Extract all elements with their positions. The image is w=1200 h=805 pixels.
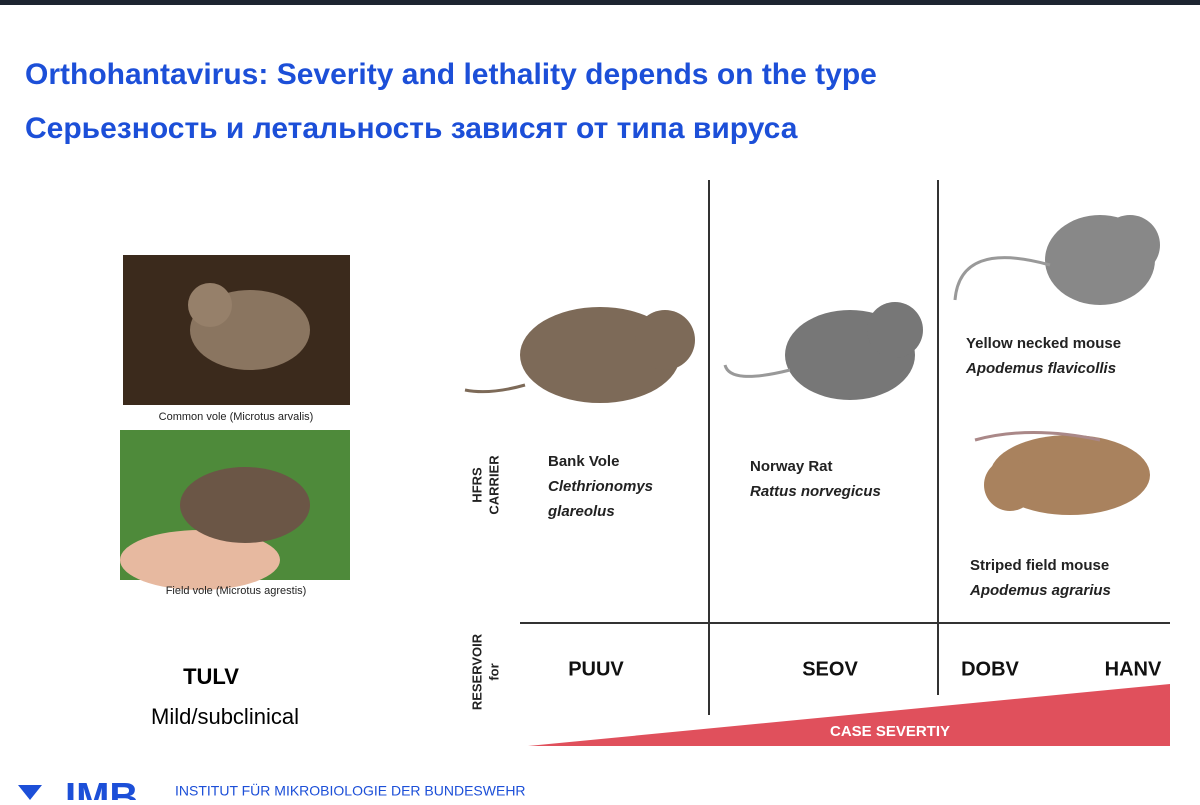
carrier-name: Yellow necked mouse xyxy=(966,335,1121,352)
footer-institute: INSTITUT FÜR MIKROBIOLOGIE DER BUNDESWEH… xyxy=(175,782,526,799)
row-label-text: RESERVOIR xyxy=(469,633,484,710)
photo-common-vole xyxy=(123,255,350,405)
virus-label: TULV xyxy=(183,664,239,689)
carrier-name: Striped field mouse xyxy=(970,557,1109,574)
virus: SEOV xyxy=(802,658,858,680)
severity-text: CASE SEVERTIY xyxy=(830,723,950,740)
mouse-images xyxy=(464,215,1160,515)
carrier-latin: glareolus xyxy=(547,503,615,520)
footer-logo: IMB xyxy=(65,776,138,800)
logo-mark xyxy=(18,785,42,800)
carriers: Bank Vole Clethrionomys glareolus Norway Ra… xyxy=(547,335,1121,599)
title-en: Orthohantavirus: Severity and lethality … xyxy=(25,58,877,91)
carrier-latin: Rattus norvegicus xyxy=(750,483,881,500)
row-label: HFRS CARRIER xyxy=(469,455,501,515)
photo-field-vole xyxy=(120,430,350,590)
title-ru: Серьезность и летальность зависят от тип… xyxy=(25,112,798,145)
row-label-text: HFRS xyxy=(469,467,484,503)
virus: HANV xyxy=(1105,658,1162,680)
row-label: RESERVOIR for xyxy=(469,633,501,710)
row-label-text: CARRIER xyxy=(486,455,501,515)
carrier-latin: Clethrionomys xyxy=(548,478,653,495)
severity-wedge xyxy=(528,684,1170,746)
top-bar xyxy=(0,0,1200,5)
photo-caption: Common vole (Microtus arvalis) xyxy=(159,411,314,423)
carrier-name: Norway Rat xyxy=(750,458,833,475)
virus: DOBV xyxy=(961,658,1019,680)
virus: PUUV xyxy=(568,658,624,680)
carrier-latin: Apodemus agrarius xyxy=(969,582,1111,599)
carrier-name: Bank Vole xyxy=(548,453,619,470)
carrier-latin: Apodemus flavicollis xyxy=(965,360,1116,377)
severity-label: Mild/subclinical xyxy=(151,704,299,729)
row-label-text: for xyxy=(486,663,501,680)
photo-caption: Field vole (Microtus agrestis) xyxy=(166,585,307,597)
